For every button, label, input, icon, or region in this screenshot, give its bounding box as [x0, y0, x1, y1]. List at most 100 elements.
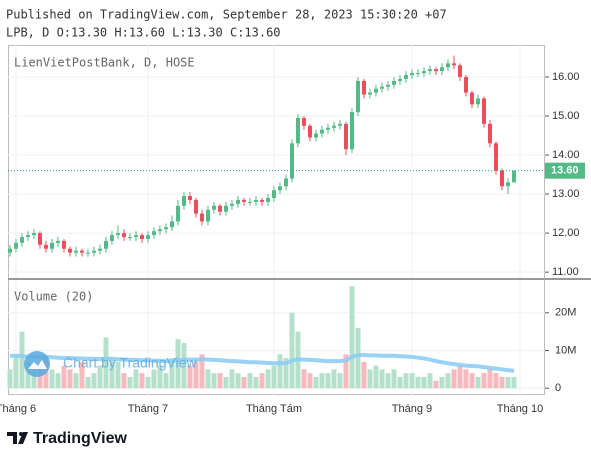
candle-body: [433, 69, 438, 72]
volume-bar: [349, 286, 355, 389]
watermark-icon-glyph: [28, 360, 47, 369]
footer-logo: TradingView: [7, 430, 128, 447]
volume-bar: [121, 373, 127, 389]
volume-bar: [367, 369, 373, 389]
y-tick-label: 13.00: [552, 188, 580, 200]
candle-body: [175, 205, 180, 222]
volume-bar: [73, 373, 79, 389]
candle-body: [85, 252, 90, 254]
volume-bar: [337, 373, 343, 389]
volume-ma-line: [10, 353, 515, 373]
candle-body: [409, 73, 414, 76]
volume-title: Volume (20): [14, 290, 93, 304]
candle-body: [19, 237, 24, 243]
candle-body: [241, 199, 246, 202]
watermark: Chart by TradingView: [24, 351, 197, 377]
candle-body: [301, 117, 306, 126]
candle-body: [193, 199, 198, 214]
candle-body: [121, 233, 126, 238]
volume-bar: [313, 376, 319, 389]
candle-body: [385, 84, 390, 87]
candle-body: [109, 235, 114, 241]
candle-body: [91, 250, 96, 253]
volume-bar: [505, 376, 511, 389]
volume-bar: [85, 376, 91, 389]
volume-bar: [259, 373, 265, 389]
volume-bar: [127, 376, 133, 389]
x-tick-label: Tháng 10: [497, 403, 543, 415]
candle-body: [253, 199, 258, 202]
candle-body: [169, 221, 174, 228]
volume-bar: [67, 369, 73, 389]
candle-body: [31, 233, 36, 236]
ohlc-line: LPB, D O:13.30 H:13.60 L:13.30 C:13.60: [6, 26, 281, 40]
candle-body: [145, 235, 150, 239]
candle-body: [379, 86, 384, 89]
volume-bar: [181, 342, 187, 389]
candle-body: [199, 213, 204, 222]
candle-body: [421, 71, 426, 74]
candle-body: [487, 123, 492, 144]
candle-body: [43, 244, 48, 249]
volume-bar: [217, 373, 223, 389]
volume-tick-label: 0: [555, 382, 561, 394]
candle-body: [325, 127, 330, 130]
volume-bar: [301, 369, 307, 389]
candle-body: [247, 201, 252, 203]
volume-bar: [133, 369, 139, 389]
footer-brand: TradingView: [33, 430, 128, 447]
candle-body: [343, 123, 348, 150]
volume-bar: [343, 354, 349, 389]
volume-bar: [19, 331, 25, 389]
volume-bar: [499, 376, 505, 389]
candle-body: [73, 250, 78, 253]
volume-bar: [109, 358, 115, 389]
volume-bar: [205, 369, 211, 389]
volume-bar: [457, 365, 463, 389]
candle-body: [181, 196, 186, 206]
volume-bar: [145, 376, 151, 389]
volume-bar: [271, 365, 277, 389]
candle-body: [211, 205, 216, 210]
candle-body: [37, 233, 42, 245]
volume-bar: [61, 365, 67, 389]
volume-bar: [7, 369, 13, 389]
volume-bar: [247, 373, 253, 389]
watermark-icon: [24, 351, 50, 377]
volume-bar: [475, 376, 481, 389]
candle-body: [133, 235, 138, 238]
candle-body: [505, 182, 510, 187]
volume-bar: [199, 354, 205, 389]
y-tick-label: 16.00: [552, 71, 580, 83]
candle-body: [127, 237, 132, 239]
candle-body: [391, 80, 396, 85]
candle-body: [361, 80, 366, 95]
candle-body: [277, 186, 282, 191]
candle-body: [331, 125, 336, 128]
candle-body: [319, 129, 324, 134]
volume-bar: [151, 369, 157, 389]
volume-bar: [331, 369, 337, 389]
candle-body: [235, 199, 240, 204]
y-tick-label: 15.00: [552, 110, 580, 122]
watermark-text: Chart by TradingView: [63, 355, 197, 371]
volume-bar: [55, 373, 61, 389]
volume-bar: [511, 376, 517, 389]
volume-bar: [289, 312, 295, 389]
published-line: Published on TradingView.com, September …: [6, 8, 447, 22]
candle-body: [355, 80, 360, 113]
candle-body: [415, 73, 420, 75]
volume-bar: [439, 376, 445, 389]
x-tick-label: Tháng 9: [392, 403, 432, 415]
candle-body: [367, 92, 372, 95]
volume-bar: [325, 373, 331, 389]
volume-bar: [277, 354, 283, 389]
candle-body: [493, 143, 498, 171]
volume-bar: [211, 373, 217, 389]
volume-bar: [379, 369, 385, 389]
candle-body: [115, 233, 120, 236]
x-tick-label: Tháng Tám: [246, 403, 302, 415]
candle-body: [259, 199, 264, 202]
candle-body: [337, 123, 342, 126]
